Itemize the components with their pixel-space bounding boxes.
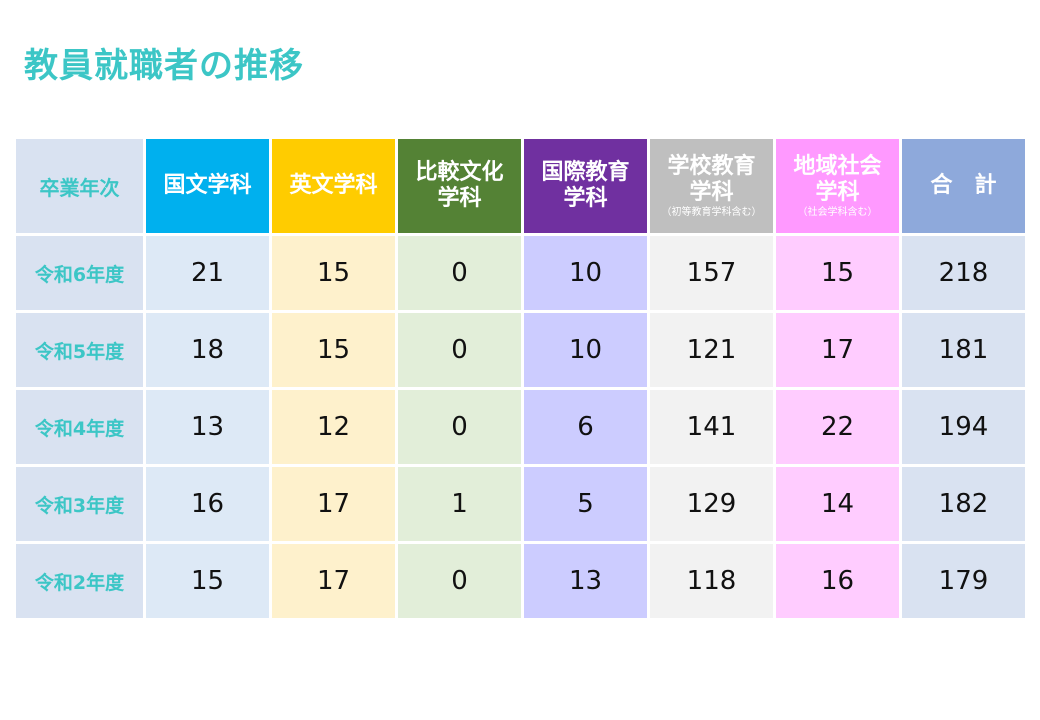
table-cell-gakko: 141 — [650, 390, 773, 464]
table-cell-total: 179 — [902, 544, 1025, 618]
table-cell-chiiki: 17 — [776, 313, 899, 387]
table-cell-kokusai: 6 — [524, 390, 647, 464]
row-year-label: 令和4年度 — [16, 390, 143, 464]
column-header-kokubun: 国文学科 — [146, 139, 269, 233]
row-year-label: 令和5年度 — [16, 313, 143, 387]
column-header-line: 学科 — [689, 180, 734, 205]
table-cell-chiiki: 22 — [776, 390, 899, 464]
employment-table: 卒業年次 国文学科 英文学科 比較文化 学科 国際教育 学科 学校教育 学科 （初等教育学科含む）… — [16, 139, 1025, 618]
table-cell-gakko: 157 — [650, 236, 773, 310]
column-header-line: 学科 — [815, 180, 860, 205]
table-cell-kokubun: 21 — [146, 236, 269, 310]
table-cell-kokubun: 15 — [146, 544, 269, 618]
column-header-line: 比較文化 — [415, 159, 504, 185]
table-cell-hikaku: 0 — [398, 313, 521, 387]
column-header-gakko: 学校教育 学科 （初等教育学科含む） — [650, 139, 773, 233]
table-cell-chiiki: 14 — [776, 467, 899, 541]
row-year-label: 令和2年度 — [16, 544, 143, 618]
page-title: 教員就職者の推移 — [24, 46, 304, 86]
table-cell-kokusai: 13 — [524, 544, 647, 618]
column-header-line: 国文学科 — [163, 172, 252, 198]
table-cell-eibun: 15 — [272, 236, 395, 310]
table-cell-eibun: 12 — [272, 390, 395, 464]
table-cell-kokusai: 10 — [524, 236, 647, 310]
table-cell-hikaku: 0 — [398, 236, 521, 310]
column-header-eibun: 英文学科 — [272, 139, 395, 233]
column-header-line: 合 計 — [930, 172, 997, 198]
column-header-hikaku: 比較文化 学科 — [398, 139, 521, 233]
table-cell-chiiki: 15 — [776, 236, 899, 310]
column-header-line: 学校教育 — [667, 153, 756, 179]
table-cell-gakko: 118 — [650, 544, 773, 618]
table-cell-kokusai: 10 — [524, 313, 647, 387]
column-header-line: 地域社会 — [793, 153, 882, 179]
column-header-line: 学科 — [437, 186, 482, 211]
column-header-note: （社会学科含む） — [797, 207, 878, 219]
table-cell-gakko: 129 — [650, 467, 773, 541]
corner-header: 卒業年次 — [16, 139, 143, 233]
table-cell-kokubun: 18 — [146, 313, 269, 387]
table-cell-eibun: 17 — [272, 544, 395, 618]
table-cell-eibun: 17 — [272, 467, 395, 541]
row-year-label: 令和6年度 — [16, 236, 143, 310]
column-header-line: 国際教育 — [541, 159, 630, 185]
column-header-line: 英文学科 — [289, 172, 378, 198]
table-cell-hikaku: 1 — [398, 467, 521, 541]
table-cell-total: 194 — [902, 390, 1025, 464]
table-cell-eibun: 15 — [272, 313, 395, 387]
column-header-line: 学科 — [563, 186, 608, 211]
column-header-note: （初等教育学科含む） — [661, 207, 762, 219]
row-year-label: 令和3年度 — [16, 467, 143, 541]
table-cell-total: 181 — [902, 313, 1025, 387]
table-cell-chiiki: 16 — [776, 544, 899, 618]
table-cell-gakko: 121 — [650, 313, 773, 387]
table-cell-hikaku: 0 — [398, 544, 521, 618]
table-cell-total: 218 — [902, 236, 1025, 310]
table-cell-kokubun: 16 — [146, 467, 269, 541]
column-header-kokusai: 国際教育 学科 — [524, 139, 647, 233]
column-header-total: 合 計 — [902, 139, 1025, 233]
table-cell-kokubun: 13 — [146, 390, 269, 464]
table-cell-total: 182 — [902, 467, 1025, 541]
table-cell-kokusai: 5 — [524, 467, 647, 541]
table-cell-hikaku: 0 — [398, 390, 521, 464]
column-header-chiiki: 地域社会 学科 （社会学科含む） — [776, 139, 899, 233]
